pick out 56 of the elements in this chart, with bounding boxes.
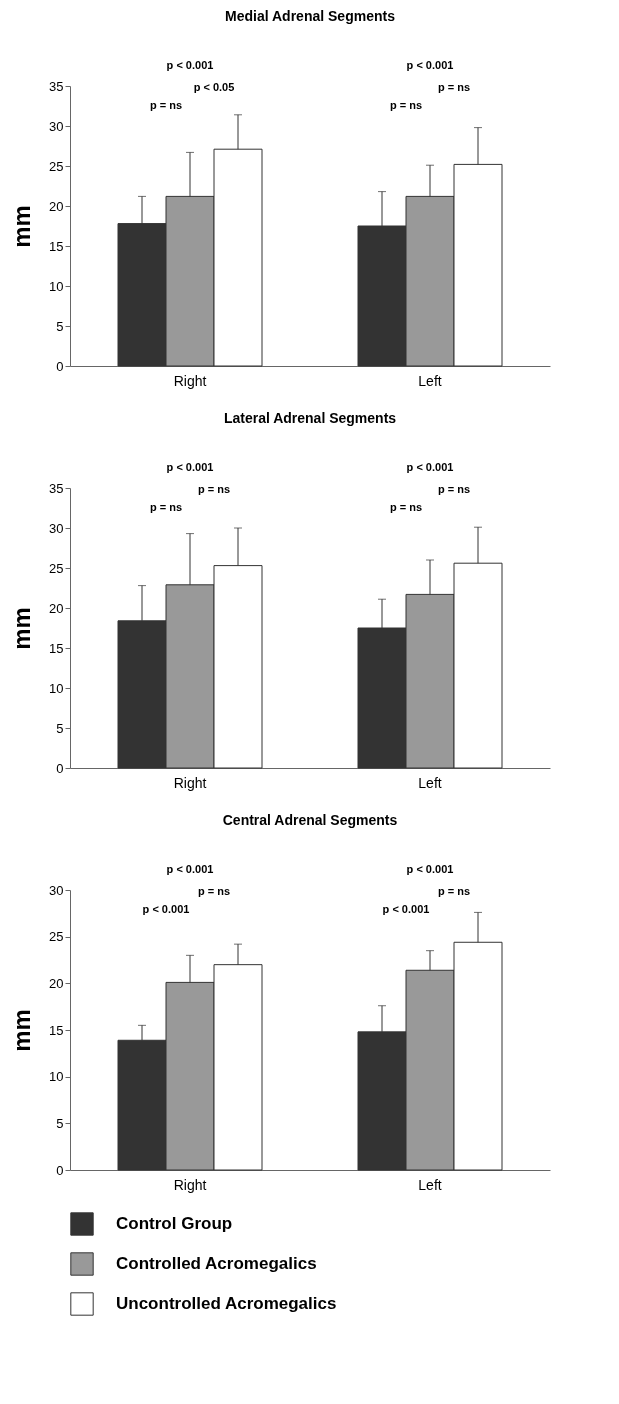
legend-label: Control Group [116, 1214, 233, 1233]
y-tick-label: 25 [49, 929, 64, 945]
annotation: p = ns [149, 501, 183, 513]
text: p < 0.001 [166, 863, 214, 875]
text: p < 0.001 [406, 461, 454, 473]
chart-title: Central Adrenal Segments [222, 812, 398, 828]
y-axis-title: mm [8, 205, 36, 248]
annotation: p < 0.05 [193, 81, 235, 93]
text: p < 0.001 [166, 59, 214, 71]
annotation: p < 0.001 [382, 903, 430, 915]
annotation: p = ns [389, 99, 423, 111]
y-tick-label: 30 [49, 118, 64, 134]
y-tick-label: 0 [56, 1162, 64, 1178]
y-tick-label: 5 [56, 1115, 64, 1131]
y-tick-label: 35 [49, 480, 64, 496]
y-tick-label: 15 [49, 1022, 64, 1038]
y-axis-title: mm [8, 1009, 36, 1052]
x-tick-label: Left [418, 1176, 442, 1193]
text: p < 0.001 [406, 863, 454, 875]
chart-title: Medial Adrenal Segments [225, 8, 396, 24]
y-tick-label: 20 [49, 975, 64, 991]
y-tick-label: 15 [49, 238, 64, 254]
y-tick-label: 20 [49, 600, 64, 616]
y-tick-label: 5 [56, 720, 64, 736]
annotation: p < 0.001 [142, 903, 190, 915]
y-tick-label: 35 [49, 78, 64, 94]
x-tick-label: Right [173, 1176, 207, 1193]
y-tick-label: 30 [49, 520, 64, 536]
y-tick-label: 0 [56, 760, 64, 776]
annotation: p = ns [197, 483, 231, 495]
chart-title: Lateral Adrenal Segments [223, 410, 397, 426]
text: p < 0.001 [406, 59, 454, 71]
annotation: p = ns [437, 81, 471, 93]
legend-label: Controlled Acromegalics [116, 1254, 317, 1273]
x-tick-label: Left [418, 372, 442, 389]
y-tick-label: 15 [49, 640, 64, 656]
annotation: p = ns [437, 885, 471, 897]
text: p < 0.001 [166, 461, 214, 473]
y-tick-label: 0 [56, 358, 64, 374]
y-axis-title: mm [8, 607, 36, 650]
y-tick-label: 25 [49, 158, 64, 174]
y-tick-label: 5 [56, 318, 64, 334]
y-tick-label: 10 [49, 680, 64, 696]
y-tick-label: 20 [49, 198, 64, 214]
y-tick-label: 30 [49, 882, 64, 898]
annotation: p = ns [197, 885, 231, 897]
x-tick-label: Right [173, 774, 207, 791]
x-tick-label: Right [173, 372, 207, 389]
legend-label: Uncontrolled Acromegalics [116, 1294, 337, 1313]
annotation: p = ns [437, 483, 471, 495]
annotation: p = ns [149, 99, 183, 111]
y-tick-label: 10 [49, 1069, 64, 1085]
y-tick-label: 10 [49, 278, 64, 294]
x-tick-label: Left [418, 774, 442, 791]
annotation: p = ns [389, 501, 423, 513]
y-tick-label: 25 [49, 560, 64, 576]
